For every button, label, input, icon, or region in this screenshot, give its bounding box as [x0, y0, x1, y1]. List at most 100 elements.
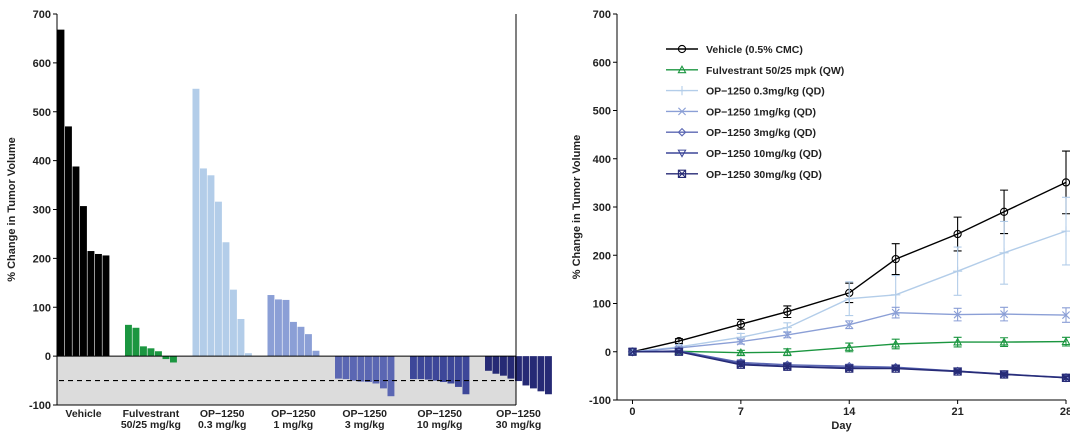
marker-square: [736, 360, 746, 369]
group-label: OP−1250: [271, 408, 316, 420]
bar: [440, 356, 447, 383]
bar: [275, 299, 282, 357]
bar: [530, 356, 537, 389]
y-tick-label: -100: [589, 395, 611, 407]
y-tick-label: 300: [33, 205, 51, 217]
group-label: 50/25 mg/kg: [121, 419, 181, 431]
bar: [492, 356, 500, 374]
series-6: [628, 347, 1070, 382]
bar: [342, 356, 350, 380]
group-label: 30 mg/kg: [496, 419, 542, 431]
marker-circle: [891, 254, 900, 264]
y-tick-label: 700: [33, 9, 51, 21]
y-tick-label: 100: [593, 299, 611, 311]
marker-x: [953, 310, 962, 319]
marker-triangle: [736, 347, 746, 357]
bar: [65, 126, 72, 357]
bar: [537, 356, 545, 392]
legend-item: OP−1250 3mg/kg (QD): [666, 127, 816, 139]
legend-item: OP−1250 0.3mg/kg (QD): [666, 86, 825, 98]
y-axis-label: % Change in Tumor Volume: [6, 137, 18, 281]
bar: [237, 318, 245, 357]
marker-plus: [677, 86, 687, 96]
marker-square: [845, 364, 854, 373]
group-label: Fulvestrant: [123, 408, 180, 420]
marker-circle: [736, 320, 746, 329]
marker-x: [1000, 310, 1009, 319]
x-tick-label: 7: [738, 406, 744, 418]
bar: [140, 346, 147, 357]
group-label: OP−1250: [342, 408, 387, 420]
bar: [192, 88, 200, 357]
legend-label: OP−1250 0.3mg/kg (QD): [706, 86, 825, 98]
error-bar: [891, 243, 900, 276]
legend-label: Fulvestrant 50/25 mpk (QW): [706, 65, 844, 77]
x-tick-label: 21: [951, 406, 963, 418]
marker-square: [628, 347, 637, 356]
y-tick-label: 0: [45, 351, 51, 363]
bar: [222, 242, 230, 357]
bar: [500, 356, 507, 376]
legend-label: OP−1250 30mg/kg (QD): [706, 169, 822, 181]
marker-triangle-down: [677, 149, 687, 158]
group-label: Vehicle: [65, 408, 101, 420]
bar: [80, 206, 87, 357]
marker-x: [736, 337, 745, 346]
x-tick-label: 14: [843, 406, 856, 418]
group-label: OP−1250: [200, 408, 245, 420]
marker-circle: [953, 229, 962, 239]
tumor-volume-line-chart: -100 0 100 200 300 400 500 600 700 0 7 14 21 28 Day % C…: [571, 9, 1070, 432]
marker-circle: [783, 307, 792, 316]
legend-label: OP−1250 3mg/kg (QD): [706, 127, 816, 139]
bar: [357, 356, 365, 382]
bar: [455, 356, 462, 387]
bar: [447, 356, 455, 384]
group-label: OP−1250: [417, 408, 462, 420]
bar: [200, 168, 207, 357]
bar: [102, 255, 110, 357]
marker-plus: [953, 266, 963, 276]
group-label: 3 mg/kg: [345, 419, 385, 431]
marker-triangle: [999, 337, 1009, 346]
y-tick-label: 0: [605, 347, 611, 359]
bar: [155, 351, 162, 357]
marker-x: [783, 330, 792, 339]
marker-plus: [999, 248, 1009, 258]
bar: [372, 356, 380, 384]
y-tick-label: -100: [29, 400, 51, 412]
marker-plus: [782, 323, 792, 333]
bar: [132, 327, 140, 357]
bar: [425, 356, 432, 380]
bar: [57, 29, 65, 357]
y-tick-label: 400: [593, 154, 611, 166]
y-tick-label: 300: [593, 202, 611, 214]
legend-item: OP−1250 10mg/kg (QD): [666, 148, 822, 160]
bar: [305, 334, 312, 357]
series-2: [627, 196, 1070, 357]
series-3: [628, 306, 1070, 356]
marker-plus: [891, 290, 901, 300]
bar: [335, 356, 342, 379]
marker-square: [891, 364, 900, 373]
legend-item: Fulvestrant 50/25 mpk (QW): [666, 65, 844, 77]
y-tick-label: 600: [593, 57, 611, 69]
group-label: 0.3 mg/kg: [198, 419, 246, 431]
marker-triangle: [782, 347, 792, 356]
y-tick-label: 400: [33, 156, 51, 168]
marker-x: [891, 308, 900, 317]
bar: [312, 350, 320, 357]
y-axis-label: % Change in Tumor Volume: [571, 135, 583, 279]
bar: [282, 299, 290, 357]
bar: [365, 356, 372, 383]
bar: [545, 356, 552, 395]
group-label: OP−1250: [496, 408, 541, 420]
marker-square: [999, 370, 1009, 379]
y-tick-label: 100: [33, 302, 51, 314]
marker-triangle: [953, 337, 963, 346]
bar: [290, 321, 297, 357]
bar: [72, 166, 80, 357]
bar: [162, 356, 170, 360]
bar: [267, 295, 275, 357]
bar: [87, 251, 95, 357]
